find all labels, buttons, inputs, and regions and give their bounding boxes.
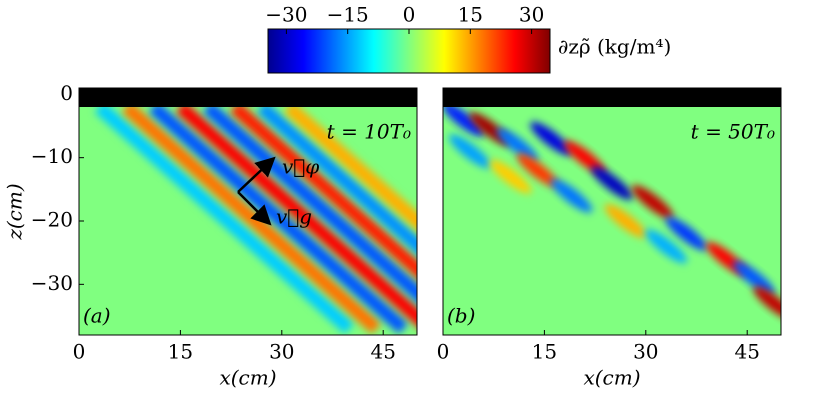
wave-stripe [148,101,409,334]
phase-velocity-label: v⃗φ [282,155,319,179]
plot-frame [78,87,418,336]
time-annotation: t = 50T₀ [691,120,775,144]
wave-blob [753,286,781,321]
y-tick-label: −10 [31,144,73,168]
colorbar-tick-label: 15 [458,3,483,27]
y-tick-label: −20 [31,208,73,232]
wave-blob [591,166,633,200]
wave-blob [631,185,674,219]
wave-blob [550,178,593,213]
plot-frame [442,87,782,336]
wave-blob [564,140,606,175]
colorbar-tick-label: −15 [327,3,369,27]
wave-blob [604,204,647,238]
x-tick-label: 15 [168,340,193,364]
wave-stripe [283,101,417,231]
wave-blob [496,128,539,162]
wave-blob [645,229,688,264]
x-tick-label: 15 [532,340,557,364]
panel-label: (a) [83,304,111,328]
wave-stripe [202,101,417,303]
time-annotation: t = 10T₀ [327,120,411,144]
field [94,101,417,334]
surface-bar [79,88,417,107]
x-tick-label: 0 [73,340,86,364]
wave-stripe [256,101,417,255]
surface-bar [443,88,781,107]
wave-blob [443,102,485,137]
x-tick-label: 30 [633,340,658,364]
colorbar-tick-label: 0 [403,3,416,27]
wave-blob [449,134,491,169]
wave-stripe [94,101,355,334]
colorbar-label: ∂zρ̃ (kg/m⁴) [558,35,671,59]
wave-blob [733,261,775,295]
x-tick-label: 45 [734,340,759,364]
wave-blob [665,216,708,251]
field [443,102,781,321]
x-tick-label: 30 [269,340,294,364]
y-tick-label: 0 [60,81,73,105]
group-arrow [237,191,272,226]
colorbar-tick-label: −30 [265,3,307,27]
colorbar [267,28,551,74]
group-velocity-label: v⃗g [276,205,312,229]
y-axis-label: z(cm) [3,183,27,240]
phase-arrow [237,156,276,193]
wave-blob [489,159,532,194]
x-axis-label: x(cm) [583,366,640,390]
wave-blob [516,153,559,188]
y-tick-label: −30 [31,271,73,295]
colorbar-tick-label: 30 [519,3,544,27]
x-tick-label: 0 [437,340,450,364]
wave-stripe [229,101,417,279]
x-axis-label: x(cm) [219,366,276,390]
x-tick-label: 45 [370,340,395,364]
wave-stripe [175,101,417,327]
wave-blob [530,121,573,156]
panel-label: (b) [447,304,475,328]
